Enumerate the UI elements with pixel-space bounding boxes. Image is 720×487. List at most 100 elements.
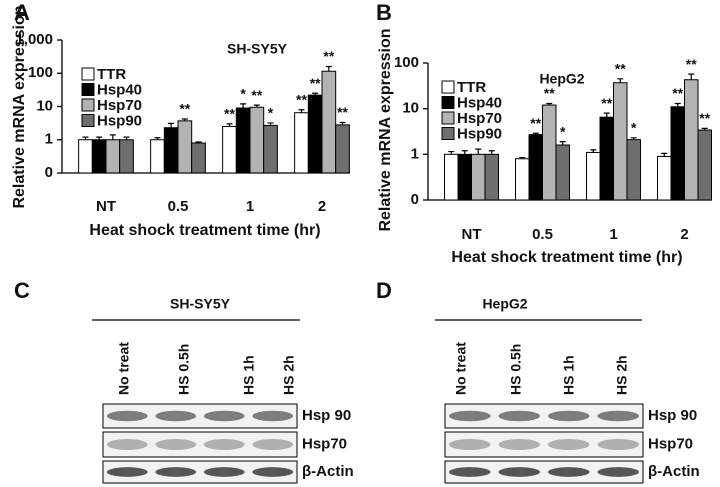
blot-band [203,467,245,477]
significance: * [240,86,246,102]
significance: ** [296,91,307,107]
bar [249,106,265,174]
lane-label: No treat [453,342,469,395]
row-label: Hsp 90 [648,407,697,424]
bar [684,79,699,201]
blot-band [252,467,294,477]
blot-band [547,467,590,477]
y-tick-label: 1 [45,131,53,148]
error-bar [532,132,539,135]
error-bar [590,149,597,153]
error-bar [240,103,247,109]
row-label: Hsp 90 [302,407,351,424]
legend-label: Hsp40 [457,94,502,111]
legend-label: Hsp70 [457,110,502,127]
significance: ** [672,85,683,101]
blot-band [498,439,541,450]
blot-band [498,410,541,422]
row-label: Hsp70 [648,435,693,452]
panel-label: B [376,0,392,25]
error-bar [298,109,305,113]
significance: ** [601,95,612,111]
y-tick-label: 100 [28,64,53,81]
lane-label: HS 2h [281,355,297,395]
error-bar [82,136,89,140]
significance: * [268,105,274,121]
legend-swatch [81,83,95,96]
row-label: Hsp70 [302,435,347,452]
bar [150,139,165,174]
blot-title: HepG2 [482,296,527,312]
error-bar [181,118,188,121]
blot-band [597,410,640,422]
error-bar [488,150,495,155]
blot-band [106,467,148,477]
x-axis-label: Heat shock treatment time (hr) [451,249,682,266]
error-bar [603,112,610,118]
significance: ** [530,115,541,131]
blot-band [252,410,294,422]
significance: ** [224,106,235,122]
legend-swatch [441,127,455,140]
blot-strip [444,460,644,484]
bar [457,153,473,201]
blot-band [106,410,148,422]
y-tick-label: 0 [411,191,419,208]
error-bar [96,136,103,140]
blot-band [597,439,640,450]
bar [105,139,121,174]
x-axis-label: Heat shock treatment time (hr) [89,222,320,239]
panel-label: D [376,278,392,303]
bar [335,124,350,174]
x-tick-label: 0.5 [168,198,189,215]
legend-label: Hsp90 [97,112,142,129]
lane-label: HS 0.5h [508,344,524,395]
legend-label: TTR [457,79,486,96]
error-bar [312,92,319,96]
bar [91,139,107,174]
panel-label: A [14,0,30,25]
significance: ** [544,85,555,101]
x-tick-label: 2 [318,198,326,215]
error-bar [461,150,468,155]
error-bar [325,65,332,72]
chart-title: SH-SY5Y [227,41,288,57]
legend-swatch [81,98,95,112]
error-bar [123,136,130,140]
panel-label: C [14,278,30,303]
error-bar [195,141,202,143]
bar [555,144,570,201]
x-tick-label: 1 [609,226,617,243]
legend-swatch [441,96,455,109]
bar [484,153,499,201]
significance: ** [686,56,697,72]
legend-swatch [441,80,455,94]
bar [515,158,530,201]
y-axis-label: Relative mRNA expression [11,5,28,208]
error-bar [448,150,455,155]
blot-band [252,439,294,450]
blot-band [498,467,541,477]
bar [471,153,486,201]
x-tick-label: NT [96,198,116,215]
bar [177,120,193,174]
bar [657,155,672,201]
y-axis-label: Relative mRNA expression [377,28,394,231]
bar [613,82,628,201]
bar [586,151,601,201]
y-tick-label: 1,000 [15,31,53,48]
row-label: β-Actin [648,463,700,480]
significance: * [631,120,637,136]
x-tick-label: 0.5 [532,226,553,243]
blot-band [448,467,491,477]
blot-band [203,410,245,422]
error-bar [267,122,274,126]
error-bar [339,121,346,125]
bar [163,127,179,174]
bar [294,112,309,174]
x-tick-label: 2 [680,226,688,243]
blot-band [547,439,590,450]
lane-label: HS 1h [241,355,257,395]
x-tick-label: 1 [246,198,254,215]
